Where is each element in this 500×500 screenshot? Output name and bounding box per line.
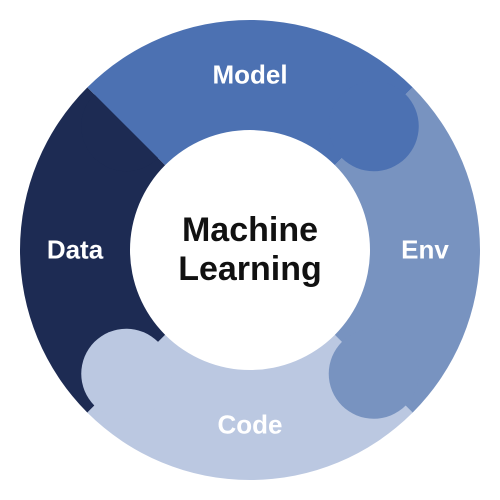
ml-cycle-diagram: Machine Learning Model Env Code Data — [10, 10, 490, 490]
segment-model-label: Model — [212, 60, 287, 91]
segment-env-label: Env — [401, 235, 449, 266]
center-title: Machine Learning — [178, 211, 322, 289]
center-title-line1: Machine — [182, 211, 318, 249]
center-title-line2: Learning — [178, 250, 322, 288]
segment-code-label: Code — [218, 410, 283, 441]
segment-data-label: Data — [47, 235, 103, 266]
